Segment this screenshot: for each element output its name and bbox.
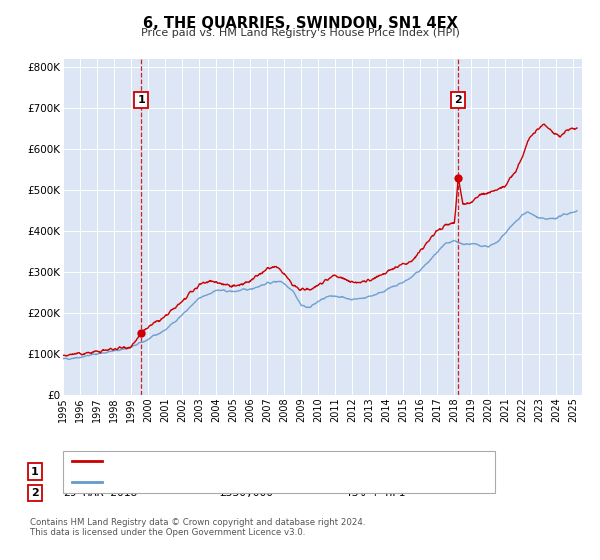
- Text: Contains HM Land Registry data © Crown copyright and database right 2024.
This d: Contains HM Land Registry data © Crown c…: [30, 518, 365, 538]
- Text: 14% ↑ HPI: 14% ↑ HPI: [345, 466, 406, 477]
- Text: Price paid vs. HM Land Registry's House Price Index (HPI): Price paid vs. HM Land Registry's House …: [140, 28, 460, 38]
- Text: 29-MAR-2018: 29-MAR-2018: [63, 488, 137, 498]
- Text: 05-AUG-1999: 05-AUG-1999: [63, 466, 137, 477]
- Text: 1: 1: [31, 466, 38, 477]
- Text: 43% ↑ HPI: 43% ↑ HPI: [345, 488, 406, 498]
- Text: 2: 2: [454, 95, 462, 105]
- Text: 1: 1: [137, 95, 145, 105]
- Text: £530,000: £530,000: [219, 488, 273, 498]
- Text: HPI: Average price, detached house, Swindon: HPI: Average price, detached house, Swin…: [108, 477, 345, 487]
- Text: £149,950: £149,950: [219, 466, 273, 477]
- Text: 6, THE QUARRIES, SWINDON, SN1 4EX: 6, THE QUARRIES, SWINDON, SN1 4EX: [143, 16, 457, 31]
- Text: 2: 2: [31, 488, 38, 498]
- Text: 6, THE QUARRIES, SWINDON, SN1 4EX (detached house): 6, THE QUARRIES, SWINDON, SN1 4EX (detac…: [108, 456, 403, 466]
